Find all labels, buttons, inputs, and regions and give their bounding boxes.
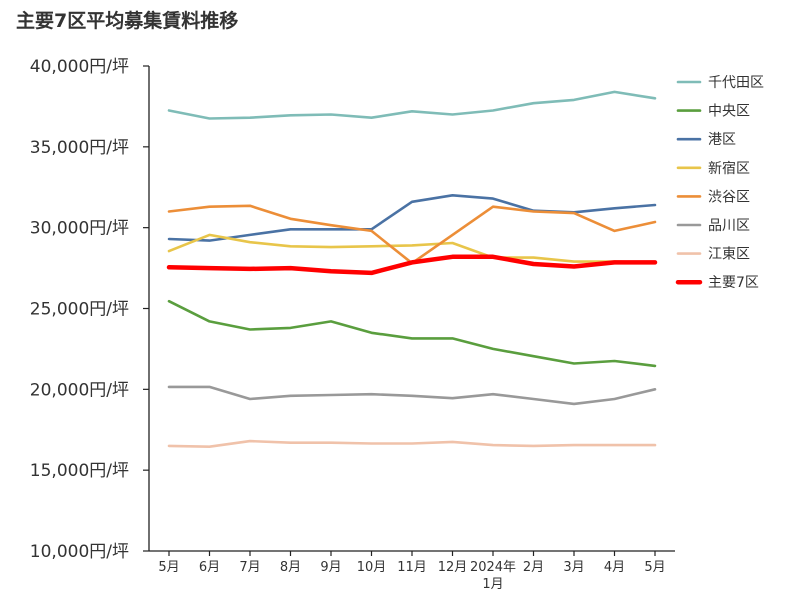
chart-series <box>166 90 658 449</box>
legend-item: 主要7区 <box>675 275 759 291</box>
y-tick-label: 25,000円/坪 <box>30 300 129 320</box>
x-tick-label: 5月 <box>644 560 665 575</box>
chart-axes <box>143 65 675 556</box>
legend-label: 中央区 <box>708 104 750 120</box>
y-tick-label: 15,000円/坪 <box>30 461 129 481</box>
x-tick-label: 7月 <box>239 560 260 575</box>
x-tick-label: 12月 <box>438 560 468 575</box>
legend-label: 新宿区 <box>708 160 750 177</box>
x-tick-label: 6月 <box>199 560 220 575</box>
x-tick-label: 2月 <box>523 560 544 575</box>
legend-item: 中央区 <box>676 104 750 120</box>
legend-label: 品川区 <box>708 218 750 234</box>
x-tick-label: 4月 <box>604 560 625 575</box>
legend-item: 渋谷区 <box>676 189 750 205</box>
y-tick-label: 10,000円/坪 <box>30 542 129 562</box>
x-tick-label: 3月 <box>563 560 584 575</box>
legend-item: 江東区 <box>676 247 750 263</box>
y-tick-label: 40,000円/坪 <box>30 57 129 77</box>
legend-item: 港区 <box>676 132 736 148</box>
series-line-5 <box>167 385 657 406</box>
x-tick-label: 5月 <box>158 560 179 575</box>
x-tick-label: 1月 <box>482 577 503 592</box>
y-tick-label: 30,000円/坪 <box>30 219 129 239</box>
series-line-3 <box>167 233 657 264</box>
legend-item: 千代田区 <box>676 75 764 91</box>
x-tick-label: 2024年 <box>470 560 516 575</box>
tick-labels: 40,000円/坪 35,000円/坪 30,000円/坪 25,000円/坪 20,0… <box>30 57 666 592</box>
chart-title: 主要7区平均募集賃料推移 <box>16 10 239 32</box>
y-tick-label: 20,000円/坪 <box>30 380 129 400</box>
legend-item: 新宿区 <box>676 160 750 177</box>
y-tick-label: 35,000円/坪 <box>30 138 129 158</box>
legend-label: 千代田区 <box>708 75 764 91</box>
series-line-0 <box>167 90 657 120</box>
series-line-7 <box>166 254 658 276</box>
legend-label: 港区 <box>708 132 736 148</box>
x-tick-label: 9月 <box>320 560 341 575</box>
legend-label: 江東区 <box>708 247 750 263</box>
x-tick-label: 11月 <box>397 560 427 575</box>
series-line-6 <box>167 439 657 449</box>
series-line-1 <box>167 299 657 368</box>
series-line-4 <box>167 204 657 265</box>
legend-label: 渋谷区 <box>708 189 750 205</box>
x-tick-label: 10月 <box>357 560 387 575</box>
legend-label: 主要7区 <box>708 275 759 291</box>
x-tick-label: 8月 <box>280 560 301 575</box>
legend-item: 品川区 <box>676 218 750 234</box>
